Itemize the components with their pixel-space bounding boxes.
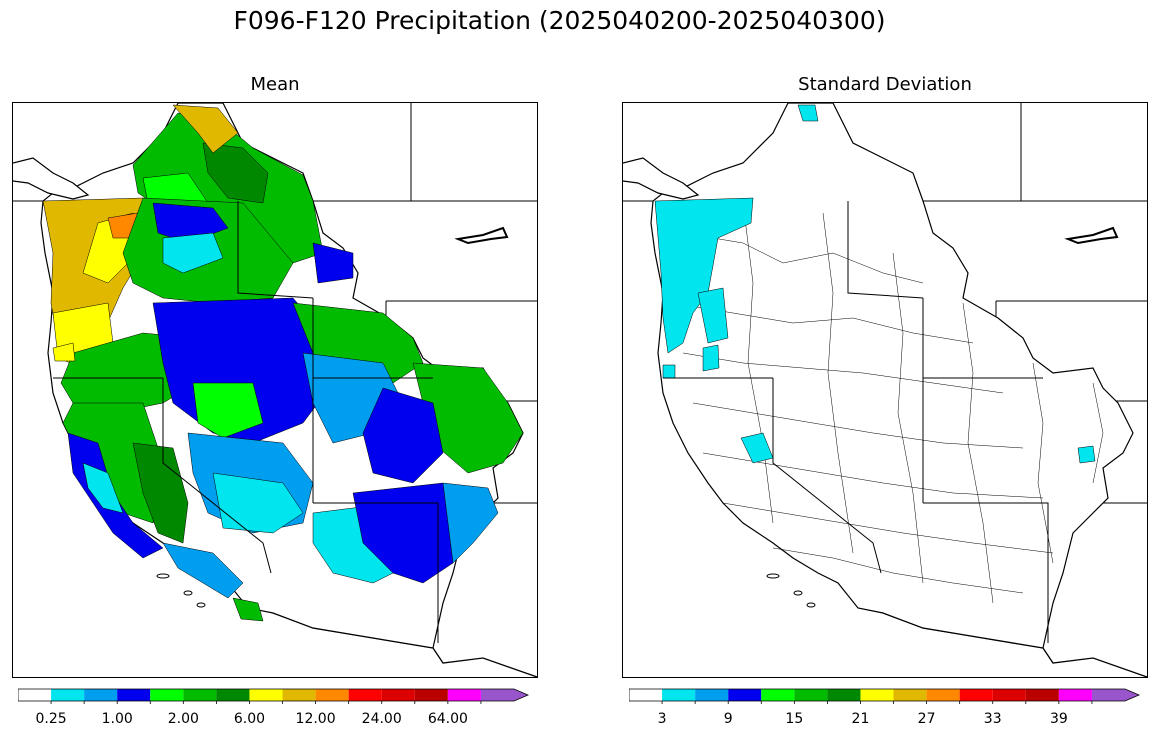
panel-title-mean: Mean (250, 74, 300, 95)
region-co-blue (362, 387, 444, 484)
channel-islands-2 (793, 590, 803, 596)
region-wa-cyan (162, 232, 224, 274)
border-id-mt (237, 201, 314, 299)
colorbar-swatch (827, 689, 861, 701)
colorbar-swatch (315, 689, 349, 701)
region-ca-sierra-darkgreen (132, 442, 189, 544)
colorbar-swatch (728, 689, 762, 701)
colorbar-swatch (1025, 689, 1059, 701)
colorbar-tick-label: 2.00 (167, 711, 199, 727)
map-mean (12, 102, 538, 678)
region-bc-yellow (172, 104, 239, 154)
border-az-nm (923, 502, 1049, 643)
colorbar-swatch (662, 689, 696, 701)
channel-islands-2 (183, 590, 193, 596)
colorbar-swatch (992, 689, 1026, 701)
border-ca-nv (162, 378, 272, 574)
colorbar-swatch (18, 689, 52, 701)
map-stddev-svg (623, 103, 1147, 677)
colorbar-tick-label: 6.00 (233, 711, 266, 727)
colorbar-swatch (959, 689, 993, 701)
region-ca-cyan-spot (662, 364, 676, 379)
region-co-cyan (1077, 445, 1096, 464)
region-or-yellow-spot (52, 342, 76, 362)
map-mean-svg (13, 103, 537, 677)
region-coast-cyan (654, 197, 754, 354)
lake-sakakawea (454, 226, 509, 245)
colorbar-swatch (695, 689, 729, 701)
region-or-cyan-3 (702, 344, 720, 372)
colorbar-tick-label: 1.00 (101, 711, 133, 727)
figure-title: F096-F120 Precipitation (2025040200-2025… (233, 6, 886, 35)
region-bc-cyan (797, 104, 819, 122)
colorbar-tick-label: 0.25 (35, 711, 67, 727)
colorbar-tick-label: 12.00 (295, 711, 336, 727)
colorbar-swatch (1091, 689, 1139, 701)
colorbar-swatch (414, 689, 448, 701)
colorbar-swatch (926, 689, 960, 701)
colorbar-tick-label: 24.00 (361, 711, 402, 727)
colorbar-tick-label: 39 (1049, 711, 1068, 727)
vancouver-island (13, 157, 90, 200)
colorbar-swatch (216, 689, 250, 701)
colorbar-swatch (794, 689, 828, 701)
colorbar-tick-label: 21 (851, 711, 870, 727)
border-az-nm (313, 502, 439, 643)
colorbar-swatch (84, 689, 118, 701)
channel-islands-3 (196, 602, 206, 608)
colorbar-swatch (1058, 689, 1092, 701)
land-west (650, 103, 1134, 649)
region-nm-lightblue (442, 482, 499, 564)
colorbar-swatch (183, 689, 217, 701)
channel-islands-3 (806, 602, 816, 608)
colorbar-tick-label: 3 (657, 711, 667, 727)
colorbar-swatch (51, 689, 85, 701)
colorbar-swatch (447, 689, 481, 701)
panel-title-stddev: Standard Deviation (798, 74, 972, 95)
region-bc-darkgreen (202, 142, 269, 204)
colorbar-swatch (860, 689, 894, 701)
colorbar-mean (18, 688, 530, 704)
region-socal-green (232, 597, 264, 622)
colorbar-swatch (480, 689, 528, 701)
colorbar-stddev (629, 688, 1141, 704)
region-socal-lightblue (162, 542, 244, 599)
region-nv-lime (192, 382, 264, 439)
colorbar-swatch (249, 689, 283, 701)
colorbar-swatch (761, 689, 795, 701)
colorbar-swatch (117, 689, 151, 701)
colorbar-outline (18, 688, 530, 702)
border-id-mt (847, 201, 924, 299)
colorbar-tick-label: 27 (917, 711, 936, 727)
lake-sakakawea (1064, 226, 1119, 245)
channel-islands-1 (766, 573, 780, 579)
colorbar-tick-label: 9 (723, 711, 733, 727)
region-mt-blue (312, 242, 354, 284)
colorbar-swatch (381, 689, 415, 701)
region-nv-cyan (212, 472, 304, 534)
colorbar-tick-label: 33 (983, 711, 1002, 727)
colorbar-swatch (282, 689, 316, 701)
border-ca-nv (772, 378, 882, 574)
channel-islands-1 (156, 573, 170, 579)
colorbar-swatch (348, 689, 382, 701)
colorbar-outline (629, 688, 1141, 702)
colorbar-swatch (893, 689, 927, 701)
colorbar-tick-label: 64.00 (427, 711, 468, 727)
region-or-cyan-2 (697, 287, 729, 344)
colorbar-swatch (150, 689, 184, 701)
region-ca-coast-blue (67, 432, 164, 559)
vancouver-island (623, 157, 700, 200)
map-stddev (622, 102, 1148, 678)
region-ca-coast-cyan (82, 462, 124, 514)
colorbar-swatch (629, 689, 663, 701)
colorbar-tick-label: 15 (785, 711, 804, 727)
